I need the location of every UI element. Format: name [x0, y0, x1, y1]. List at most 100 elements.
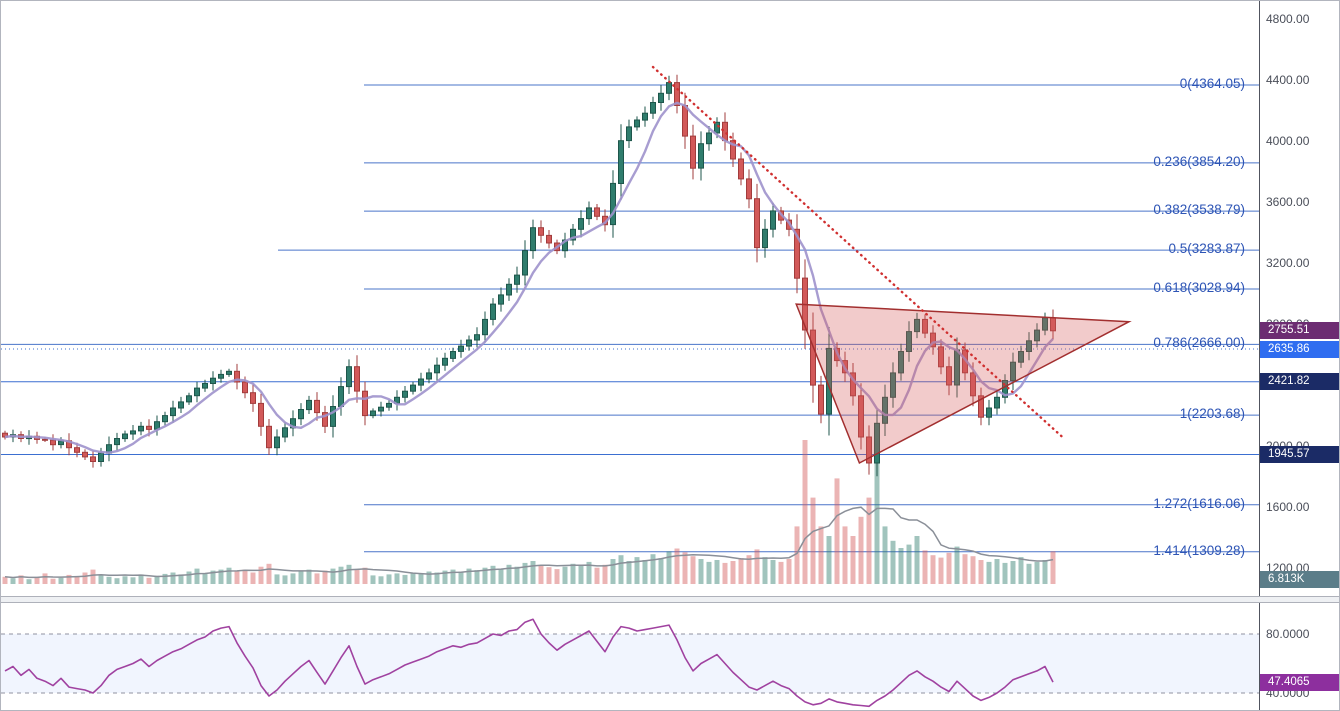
- volume-bar: [314, 573, 320, 584]
- volume-bar: [82, 572, 88, 584]
- candle: [538, 227, 544, 236]
- candle: [754, 198, 760, 249]
- volume-bar: [978, 560, 984, 584]
- candle: [626, 126, 632, 142]
- candle: [378, 406, 384, 412]
- candle: [858, 395, 864, 438]
- volume-bar: [130, 577, 136, 584]
- volume-bar: [602, 564, 608, 584]
- candle: [890, 372, 896, 398]
- volume-bar: [698, 559, 704, 584]
- volume-bar: [106, 576, 112, 584]
- volume-bar: [1034, 561, 1040, 584]
- volume-bar: [666, 551, 672, 584]
- volume-bar: [554, 569, 560, 584]
- volume-bar: [738, 558, 744, 584]
- candle: [370, 410, 376, 417]
- price-pane[interactable]: [1, 1, 1259, 596]
- volume-bar: [610, 559, 616, 584]
- volume-bar: [594, 567, 600, 584]
- volume-bar: [386, 574, 392, 584]
- triangle-pattern[interactable]: [795, 303, 1132, 465]
- rsi-upper-band-label: 80.0000: [1266, 627, 1310, 641]
- volume-bar: [98, 575, 104, 584]
- candle: [930, 332, 936, 348]
- volume-bar: [650, 554, 656, 584]
- candle: [650, 102, 656, 114]
- candle: [354, 366, 360, 392]
- candle: [442, 357, 448, 366]
- volume-bar: [818, 526, 824, 584]
- volume-bars: [2, 440, 1056, 584]
- level-price-tag-2: 1945.57: [1260, 446, 1339, 463]
- volume-bar: [530, 561, 536, 584]
- candle: [402, 390, 408, 398]
- ma-line[interactable]: [4, 101, 1054, 454]
- candle: [1018, 351, 1024, 363]
- rsi-pane[interactable]: [1, 603, 1259, 710]
- volume-bar: [410, 573, 416, 584]
- candle: [530, 227, 536, 252]
- volume-bar: [970, 556, 976, 584]
- volume-bar: [682, 552, 688, 584]
- candle: [994, 396, 1000, 409]
- volume-bar: [1050, 551, 1056, 584]
- volume-bar: [306, 569, 312, 584]
- volume-bar: [730, 561, 736, 584]
- volume-bar: [258, 566, 264, 584]
- candle: [218, 373, 224, 379]
- trendline[interactable]: [651, 65, 1065, 440]
- volume-bar: [1042, 560, 1048, 584]
- pane-separator[interactable]: [1, 596, 1339, 603]
- volume-bar: [378, 576, 384, 584]
- volume-bar: [786, 559, 792, 584]
- alert-price-tag: 2635.86: [1260, 340, 1339, 358]
- price-axis-label: 4400.00: [1266, 72, 1310, 87]
- volume-bar: [250, 572, 256, 584]
- candle: [346, 366, 352, 388]
- candle: [178, 401, 184, 409]
- volume-bar: [570, 563, 576, 584]
- volume-bar: [274, 574, 280, 584]
- fib-label: 1(2203.68): [1179, 406, 1245, 422]
- candle: [450, 351, 456, 359]
- candle: [194, 387, 200, 397]
- volume-bar: [994, 559, 1000, 584]
- volume-bar: [834, 478, 840, 584]
- rsi-value-tag: 47.4065: [1260, 673, 1339, 691]
- volume-ma-line: [4, 506, 1054, 579]
- candle: [162, 415, 168, 423]
- rsi-band: [1, 634, 1259, 693]
- candle: [594, 207, 600, 217]
- volume-bar: [458, 571, 464, 584]
- volume-bar: [874, 449, 880, 584]
- price-axis-label: 3600.00: [1266, 194, 1310, 209]
- volume-bar: [450, 569, 456, 584]
- candle: [258, 402, 264, 427]
- candle: [42, 438, 48, 441]
- volume-bar: [722, 562, 728, 584]
- candle: [426, 372, 432, 380]
- volume-bar: [418, 573, 424, 584]
- volume-bar: [490, 565, 496, 584]
- candle: [522, 250, 528, 276]
- volume-bar: [50, 578, 56, 584]
- price-axis-label: 4800.00: [1266, 11, 1310, 26]
- volume-bar: [514, 566, 520, 584]
- candle: [82, 451, 88, 458]
- volume-bar: [522, 562, 528, 584]
- candle: [946, 366, 952, 386]
- volume-bar: [426, 571, 432, 584]
- volume-bar: [394, 573, 400, 584]
- candle: [578, 218, 584, 230]
- volume-bar: [474, 570, 480, 584]
- volume-bar: [562, 566, 568, 584]
- volume-bar: [618, 555, 624, 584]
- volume-bar: [586, 561, 592, 584]
- candle: [706, 132, 712, 145]
- volume-bar: [858, 516, 864, 584]
- volume-bar: [770, 560, 776, 584]
- volume-bar: [1026, 563, 1032, 584]
- fib-label: 1.272(1616.06): [1153, 495, 1245, 511]
